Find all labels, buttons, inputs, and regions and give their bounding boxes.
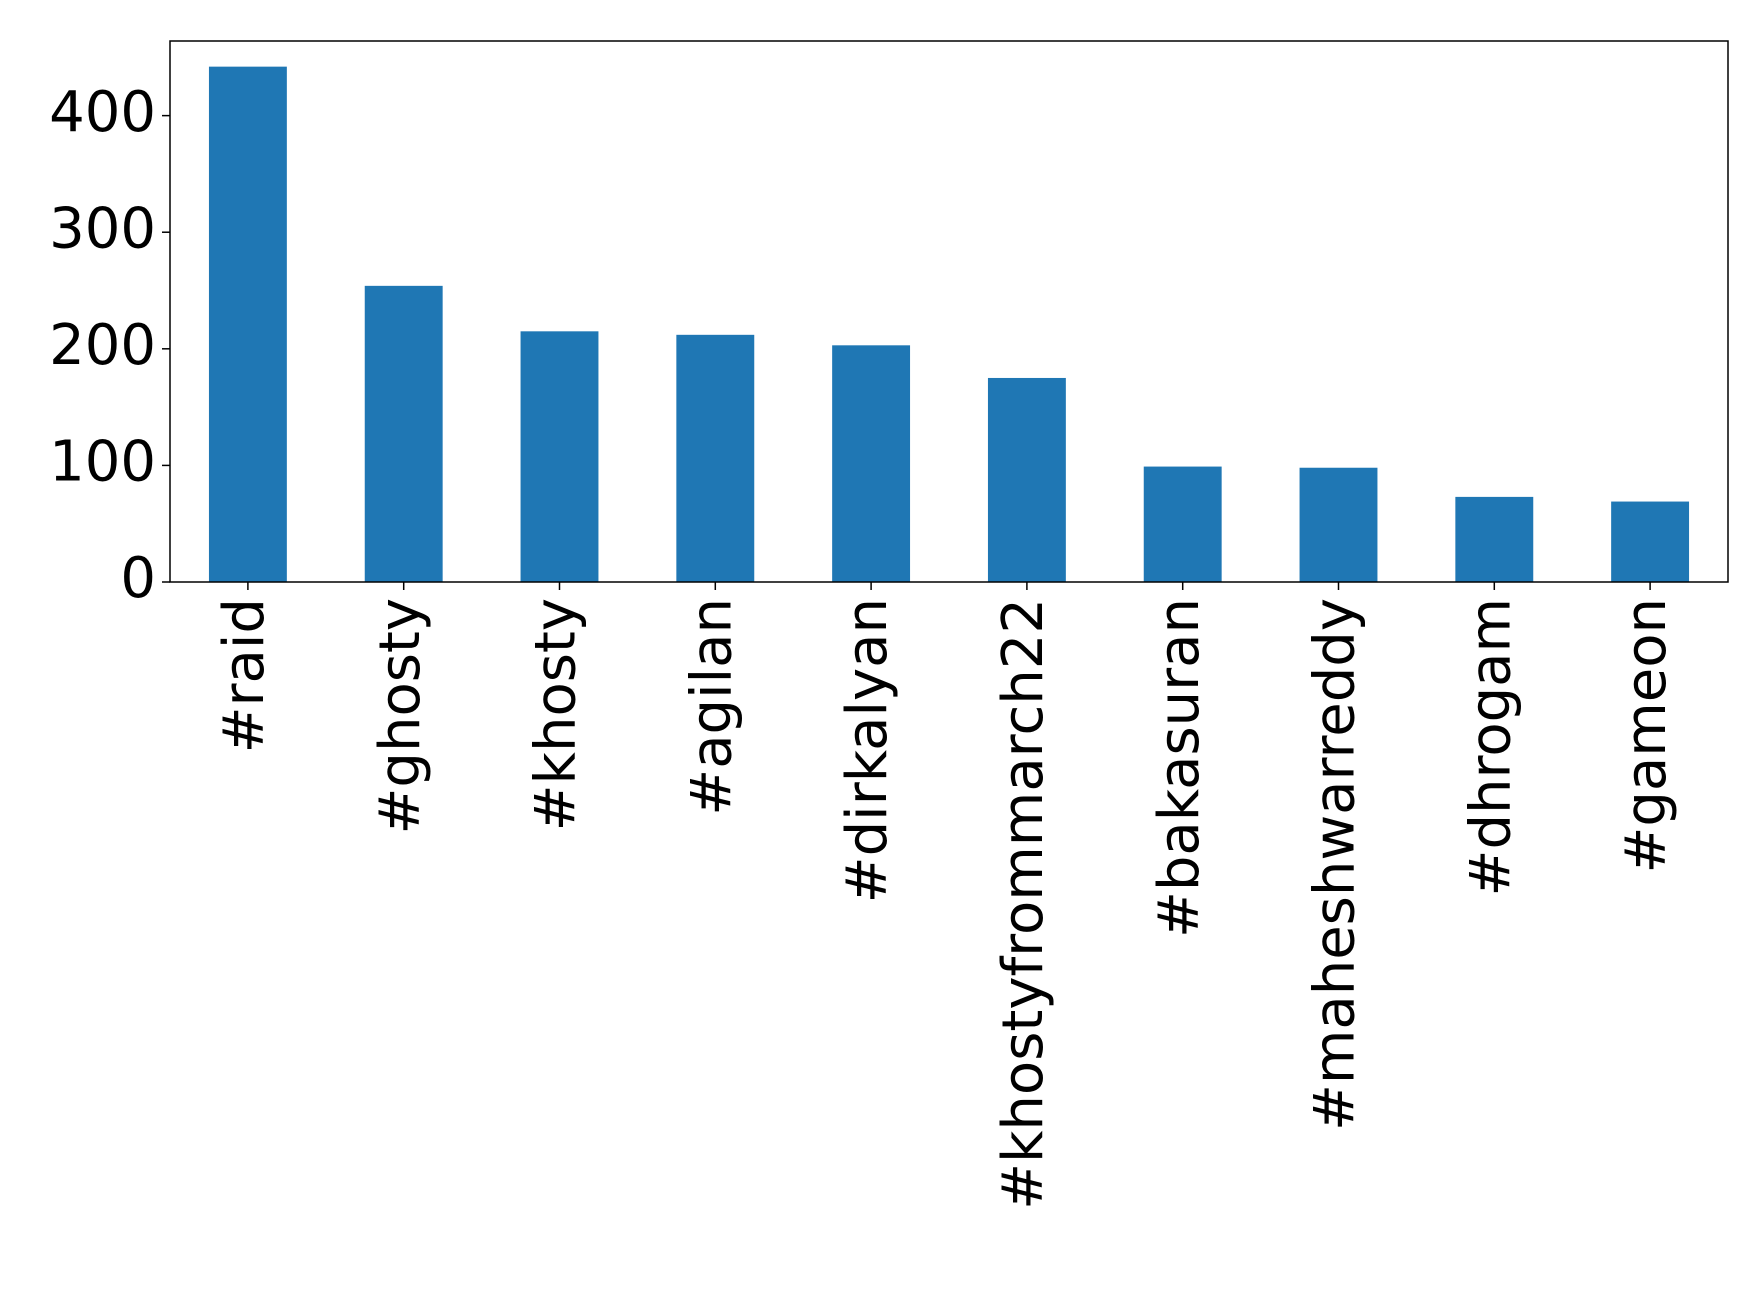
x-tick-label: #dirkalyan <box>835 598 900 903</box>
x-tick-label: #gameon <box>1614 598 1679 874</box>
x-tick-label: #khostyfrommarch22 <box>991 598 1056 1210</box>
x-tick-label: #bakasuran <box>1147 598 1212 938</box>
bar <box>676 334 755 582</box>
bar <box>1143 466 1222 582</box>
plot-frame <box>169 40 1729 583</box>
x-tick-label: #maheshwarreddy <box>1303 598 1368 1131</box>
y-tick-label: 300 <box>49 196 156 261</box>
x-tick-label: #agilan <box>679 598 744 816</box>
bar <box>832 345 911 582</box>
y-tick-label: 100 <box>49 430 156 495</box>
y-tick-label: 400 <box>49 80 156 145</box>
x-tick-label: #ghosty <box>368 598 433 835</box>
x-tick-label: #raid <box>212 598 277 753</box>
bar <box>987 377 1066 582</box>
y-tick-label: 0 <box>120 546 156 611</box>
y-tick-label: 200 <box>49 313 156 378</box>
bar <box>1455 496 1534 582</box>
bar <box>208 66 287 582</box>
bar <box>520 331 599 582</box>
bar <box>1611 501 1690 582</box>
x-tick-label: #khosty <box>524 598 589 831</box>
x-tick-label: #dhrogam <box>1458 598 1523 896</box>
bar <box>364 285 443 582</box>
bar <box>1299 467 1378 582</box>
